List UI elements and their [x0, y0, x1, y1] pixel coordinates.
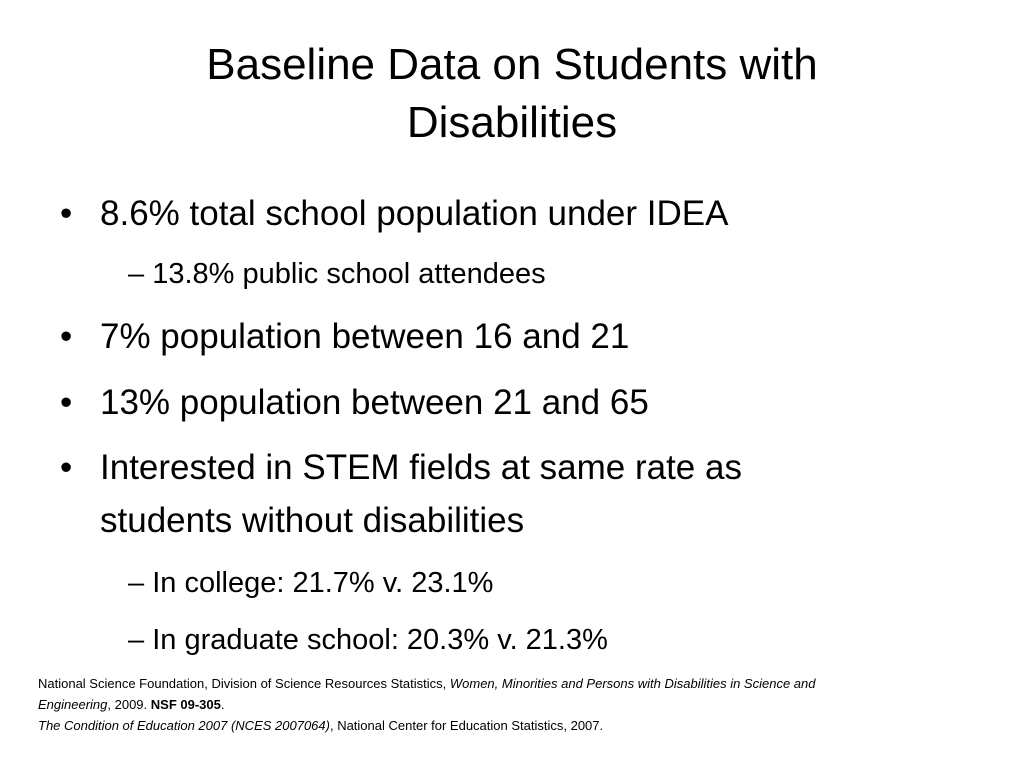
footnote-line-1: National Science Foundation, Division of… — [38, 673, 978, 694]
bullet-text: 7% population between 16 and 21 — [100, 317, 630, 356]
sub-bullet-item: – 13.8% public school attendees — [128, 254, 546, 294]
footnote-bold: NSF 09-305 — [150, 697, 221, 712]
footnote-italic: The Condition of Education 2007 (NCES 20… — [38, 718, 330, 733]
dash-icon: – — [128, 624, 145, 656]
bullet-icon: • — [60, 194, 73, 233]
footnote: National Science Foundation, Division of… — [38, 673, 978, 736]
bullet-text: students without disabilities — [100, 501, 525, 540]
footnote-line-3: The Condition of Education 2007 (NCES 20… — [38, 715, 978, 736]
title-line-2: Disabilities — [406, 98, 618, 147]
sub-bullet-item: – In college: 21.7% v. 23.1% — [128, 563, 493, 603]
bullet-text: Interested in STEM fields at same rate a… — [100, 448, 742, 487]
sub-bullet-text: In graduate school: 20.3% v. 21.3% — [152, 624, 608, 656]
sub-bullet-text: In college: 21.7% v. 23.1% — [152, 567, 494, 599]
slide-title: Baseline Data on Students with Disabilit… — [60, 36, 964, 152]
bullet-icon: • — [60, 317, 73, 356]
footnote-text: , National Center for Education Statisti… — [329, 718, 604, 733]
sub-bullet-item: – In graduate school: 20.3% v. 21.3% — [128, 620, 608, 660]
dash-icon: – — [128, 567, 145, 599]
footnote-text: , 2009. — [107, 697, 151, 712]
bullet-icon: • — [60, 383, 73, 422]
footnote-text: National Science Foundation, Division of… — [38, 676, 450, 691]
sub-bullet-text: 13.8% public school attendees — [152, 258, 546, 290]
title-line-1: Baseline Data on Students with — [206, 40, 818, 89]
footnote-italic: Women, Minorities and Persons with Disab… — [449, 676, 816, 691]
dash-icon: – — [128, 258, 145, 290]
bullet-text: 8.6% total school population under IDEA — [100, 194, 729, 233]
footnote-italic: Engineering — [38, 697, 108, 712]
bullet-icon: • — [60, 448, 73, 487]
footnote-text: . — [220, 697, 225, 712]
bullet-text: 13% population between 21 and 65 — [100, 383, 649, 422]
footnote-line-2: Engineering, 2009. NSF 09-305. — [38, 694, 978, 715]
